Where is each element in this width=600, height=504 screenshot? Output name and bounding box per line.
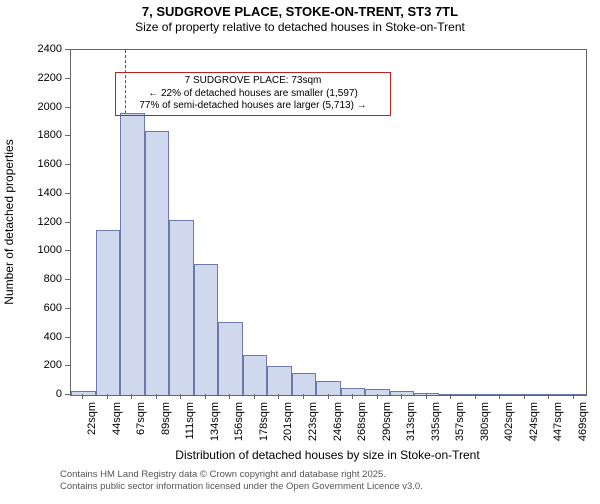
x-tick-label: 246sqm	[332, 402, 344, 442]
x-tick-label: 380sqm	[479, 402, 491, 442]
x-tick-mark	[499, 394, 500, 399]
x-tick-label: 335sqm	[430, 402, 442, 442]
x-tick-mark	[377, 394, 378, 399]
y-tick-mark	[65, 250, 70, 251]
x-tick-mark	[254, 394, 255, 399]
histogram-bar	[243, 355, 268, 395]
x-tick-mark	[426, 394, 427, 399]
y-tick-label: 2000	[0, 101, 62, 113]
annotation-line2: ← 22% of detached houses are smaller (1,…	[120, 88, 386, 101]
y-tick-mark	[65, 337, 70, 338]
y-tick-label: 1600	[0, 158, 62, 170]
x-tick-label: 22sqm	[86, 402, 98, 442]
x-tick-mark	[205, 394, 206, 399]
histogram-bar	[316, 381, 341, 395]
y-tick-label: 2400	[0, 43, 62, 55]
x-tick-label: 156sqm	[233, 402, 245, 442]
footer-line1: Contains HM Land Registry data © Crown c…	[60, 469, 423, 481]
y-tick-label: 0	[0, 388, 62, 400]
page-title: 7, SUDGROVE PLACE, STOKE-ON-TRENT, ST3 7…	[0, 4, 600, 19]
y-tick-mark	[65, 365, 70, 366]
x-tick-label: 134sqm	[209, 402, 221, 442]
x-tick-mark	[107, 394, 108, 399]
y-tick-label: 1400	[0, 187, 62, 199]
y-tick-label: 400	[0, 331, 62, 343]
x-tick-label: 424sqm	[528, 402, 540, 442]
y-tick-label: 2200	[0, 72, 62, 84]
histogram-bar	[218, 322, 243, 395]
x-tick-label: 111sqm	[184, 402, 196, 442]
x-tick-label: 402sqm	[503, 402, 515, 442]
x-tick-mark	[328, 394, 329, 399]
x-tick-mark	[82, 394, 83, 399]
annotation-line3: 77% of semi-detached houses are larger (…	[120, 100, 386, 113]
y-tick-mark	[65, 164, 70, 165]
x-tick-mark	[156, 394, 157, 399]
y-tick-label: 1200	[0, 216, 62, 228]
x-tick-label: 447sqm	[552, 402, 564, 442]
y-tick-mark	[65, 308, 70, 309]
histogram-bar	[120, 113, 145, 395]
x-tick-mark	[475, 394, 476, 399]
x-tick-label: 313sqm	[405, 402, 417, 442]
x-tick-mark	[524, 394, 525, 399]
x-tick-mark	[229, 394, 230, 399]
y-tick-label: 800	[0, 273, 62, 285]
x-tick-mark	[278, 394, 279, 399]
x-axis-label: Distribution of detached houses by size …	[175, 448, 479, 462]
y-tick-mark	[65, 394, 70, 395]
histogram-bar	[267, 366, 292, 395]
x-tick-label: 357sqm	[454, 402, 466, 442]
y-tick-mark	[65, 107, 70, 108]
histogram-bar	[194, 264, 219, 395]
x-tick-label: 178sqm	[258, 402, 270, 442]
y-tick-mark	[65, 279, 70, 280]
x-tick-label: 469sqm	[577, 402, 589, 442]
y-tick-label: 1800	[0, 129, 62, 141]
y-tick-label: 200	[0, 359, 62, 371]
histogram-bar	[96, 230, 121, 395]
histogram-bar	[169, 220, 194, 395]
x-tick-label: 67sqm	[135, 402, 147, 442]
x-tick-mark	[548, 394, 549, 399]
x-tick-mark	[352, 394, 353, 399]
x-tick-label: 44sqm	[111, 402, 123, 442]
page-subtitle: Size of property relative to detached ho…	[0, 20, 600, 34]
footer-credits: Contains HM Land Registry data © Crown c…	[60, 469, 423, 493]
x-tick-mark	[303, 394, 304, 399]
y-tick-label: 1000	[0, 244, 62, 256]
x-tick-label: 89sqm	[160, 402, 172, 442]
x-tick-label: 290sqm	[381, 402, 393, 442]
y-tick-mark	[65, 49, 70, 50]
annotation-box: 7 SUDGROVE PLACE: 73sqm ← 22% of detache…	[115, 72, 391, 116]
x-tick-mark	[401, 394, 402, 399]
x-tick-mark	[573, 394, 574, 399]
annotation-line1: 7 SUDGROVE PLACE: 73sqm	[120, 75, 386, 88]
x-tick-label: 223sqm	[307, 402, 319, 442]
y-tick-mark	[65, 222, 70, 223]
x-tick-label: 268sqm	[356, 402, 368, 442]
histogram-bar	[71, 391, 96, 395]
x-tick-label: 201sqm	[282, 402, 294, 442]
y-tick-mark	[65, 135, 70, 136]
footer-line2: Contains public sector information licen…	[60, 481, 423, 493]
x-tick-mark	[180, 394, 181, 399]
x-tick-mark	[131, 394, 132, 399]
histogram-bar	[145, 131, 170, 396]
x-tick-mark	[450, 394, 451, 399]
histogram-bar	[292, 373, 317, 395]
y-tick-mark	[65, 193, 70, 194]
y-tick-label: 600	[0, 302, 62, 314]
y-tick-mark	[65, 78, 70, 79]
